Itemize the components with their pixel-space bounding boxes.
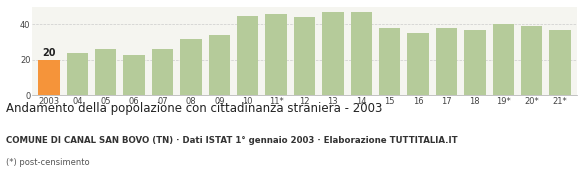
Bar	[464, 30, 485, 95]
Text: Andamento della popolazione con cittadinanza straniera - 2003: Andamento della popolazione con cittadin…	[6, 102, 382, 115]
Bar	[521, 26, 542, 95]
Bar	[124, 55, 145, 95]
Bar	[379, 28, 400, 95]
Text: 20: 20	[42, 48, 56, 58]
Bar	[351, 12, 372, 95]
Text: COMUNE DI CANAL SAN BOVO (TN) · Dati ISTAT 1° gennaio 2003 · Elaborazione TUTTIT: COMUNE DI CANAL SAN BOVO (TN) · Dati IST…	[6, 136, 458, 145]
Text: (*) post-censimento: (*) post-censimento	[6, 158, 89, 167]
Bar	[95, 49, 117, 95]
Bar	[209, 35, 230, 95]
Bar	[407, 33, 429, 95]
Bar	[38, 60, 60, 95]
Bar	[322, 12, 343, 95]
Bar	[67, 53, 88, 95]
Bar	[180, 39, 202, 95]
Bar	[549, 30, 571, 95]
Bar	[237, 16, 258, 95]
Bar	[492, 24, 514, 95]
Bar	[294, 17, 315, 95]
Bar	[436, 28, 457, 95]
Bar	[152, 49, 173, 95]
Bar	[266, 14, 287, 95]
